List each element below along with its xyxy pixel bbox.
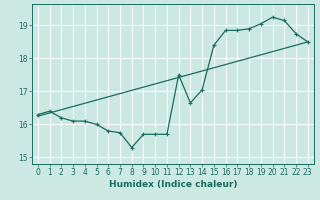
X-axis label: Humidex (Indice chaleur): Humidex (Indice chaleur) <box>108 180 237 189</box>
